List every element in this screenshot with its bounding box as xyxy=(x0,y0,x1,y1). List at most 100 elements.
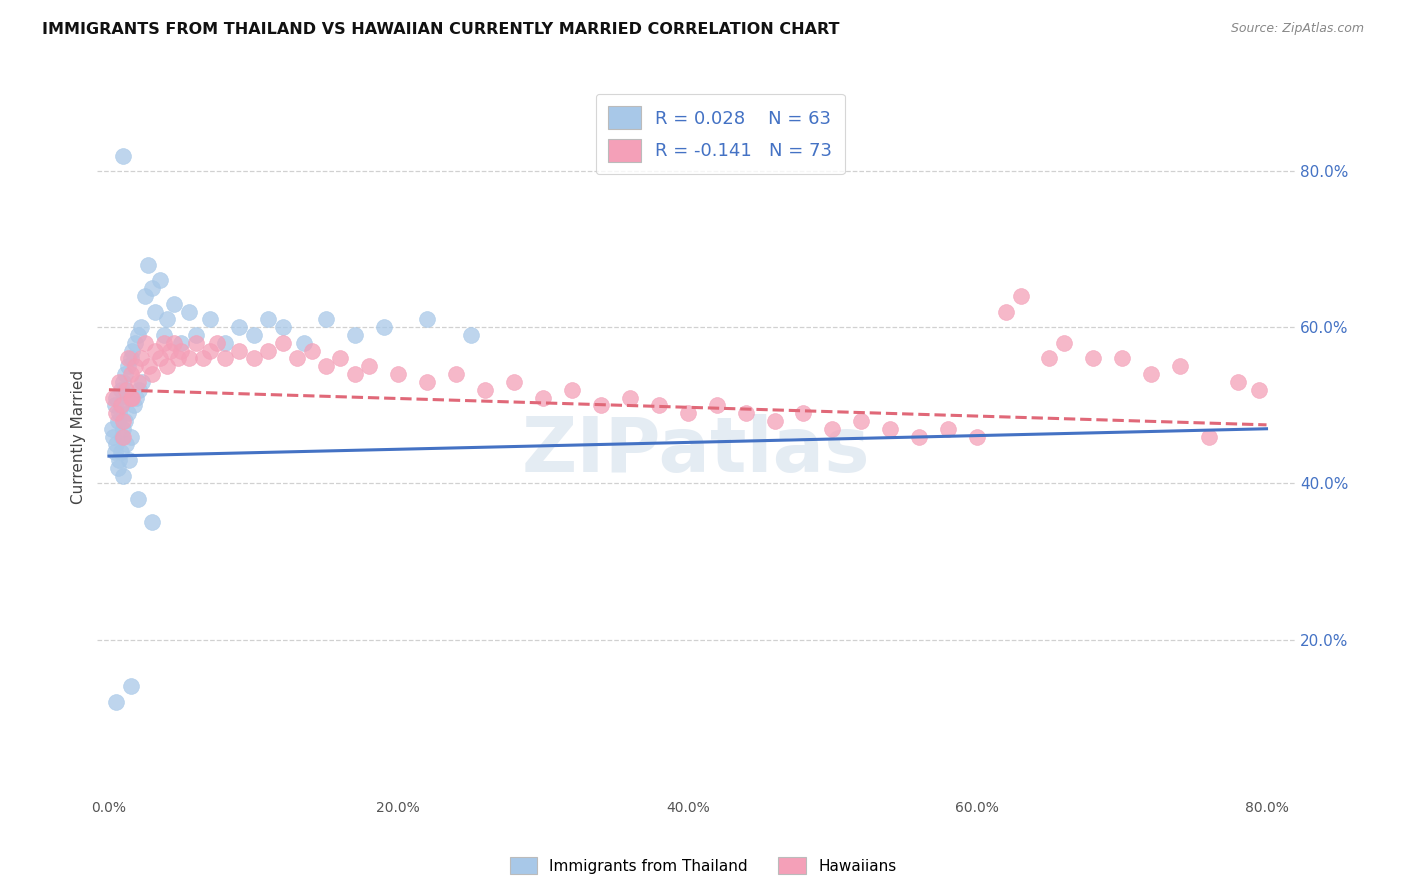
Point xyxy=(112,375,135,389)
Point xyxy=(110,383,132,397)
Point xyxy=(112,414,135,428)
Point xyxy=(111,398,134,412)
Point xyxy=(676,406,699,420)
Point xyxy=(200,343,222,358)
Point xyxy=(117,359,139,374)
Point xyxy=(1081,351,1104,366)
Point xyxy=(110,398,132,412)
Point xyxy=(120,367,142,381)
Point xyxy=(108,375,131,389)
Point xyxy=(104,445,127,459)
Point xyxy=(821,422,844,436)
Point xyxy=(531,391,554,405)
Point xyxy=(163,335,186,350)
Point xyxy=(148,273,170,287)
Point xyxy=(879,422,901,436)
Point xyxy=(107,414,129,428)
Point xyxy=(134,289,156,303)
Point xyxy=(125,391,148,405)
Point xyxy=(163,297,186,311)
Point xyxy=(257,312,280,326)
Point xyxy=(117,351,139,366)
Point xyxy=(148,351,170,366)
Point xyxy=(177,351,200,366)
Point xyxy=(315,359,337,374)
Point xyxy=(301,343,323,358)
Point xyxy=(271,320,294,334)
Point xyxy=(104,398,127,412)
Point xyxy=(734,406,756,420)
Point xyxy=(228,320,250,334)
Point xyxy=(257,343,280,358)
Point xyxy=(107,460,129,475)
Point xyxy=(122,398,145,412)
Point xyxy=(112,422,135,436)
Point xyxy=(177,304,200,318)
Point xyxy=(416,375,439,389)
Point xyxy=(101,422,124,436)
Point xyxy=(105,437,128,451)
Legend: R = 0.028    N = 63, R = -0.141   N = 73: R = 0.028 N = 63, R = -0.141 N = 73 xyxy=(596,94,845,174)
Point xyxy=(156,312,179,326)
Point xyxy=(108,406,131,420)
Point xyxy=(242,328,264,343)
Point xyxy=(315,312,337,326)
Point xyxy=(129,351,152,366)
Point xyxy=(966,429,988,443)
Point xyxy=(200,312,222,326)
Point xyxy=(1111,351,1133,366)
Point xyxy=(1226,375,1249,389)
Point xyxy=(995,304,1018,318)
Point xyxy=(460,328,482,343)
Point xyxy=(112,148,135,162)
Text: IMMIGRANTS FROM THAILAND VS HAWAIIAN CURRENTLY MARRIED CORRELATION CHART: IMMIGRANTS FROM THAILAND VS HAWAIIAN CUR… xyxy=(42,22,839,37)
Point xyxy=(170,335,193,350)
Point xyxy=(271,335,294,350)
Point xyxy=(120,391,142,405)
Point xyxy=(387,367,409,381)
Point xyxy=(851,414,873,428)
Point xyxy=(343,328,366,343)
Point xyxy=(108,453,131,467)
Point xyxy=(792,406,814,420)
Point xyxy=(156,359,179,374)
Point xyxy=(120,351,142,366)
Point xyxy=(1139,367,1161,381)
Point xyxy=(117,406,139,420)
Point xyxy=(115,437,138,451)
Point xyxy=(159,343,181,358)
Point xyxy=(127,328,149,343)
Point xyxy=(105,391,128,405)
Point xyxy=(120,680,142,694)
Point xyxy=(1168,359,1191,374)
Point xyxy=(343,367,366,381)
Point xyxy=(1198,429,1220,443)
Point xyxy=(589,398,612,412)
Point xyxy=(127,491,149,506)
Point xyxy=(207,335,229,350)
Point xyxy=(214,351,236,366)
Point xyxy=(191,351,214,366)
Point xyxy=(118,391,141,405)
Point xyxy=(184,335,207,350)
Point xyxy=(110,445,132,459)
Point xyxy=(121,391,143,405)
Text: ZIPatlas: ZIPatlas xyxy=(522,414,870,488)
Point xyxy=(129,320,152,334)
Point xyxy=(329,351,352,366)
Point xyxy=(141,367,163,381)
Point xyxy=(1010,289,1032,303)
Point xyxy=(214,335,236,350)
Point xyxy=(1053,335,1076,350)
Y-axis label: Currently Married: Currently Married xyxy=(72,369,86,504)
Point xyxy=(103,429,125,443)
Point xyxy=(124,359,146,374)
Point xyxy=(114,414,136,428)
Point xyxy=(105,695,128,709)
Point xyxy=(114,367,136,381)
Point xyxy=(763,414,786,428)
Point xyxy=(648,398,671,412)
Point xyxy=(141,281,163,295)
Point xyxy=(105,406,128,420)
Point xyxy=(127,375,149,389)
